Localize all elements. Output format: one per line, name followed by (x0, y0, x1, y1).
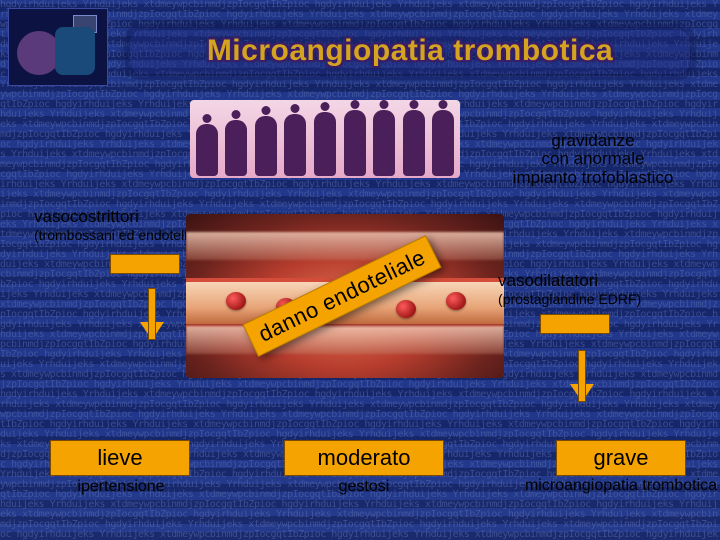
silhouette-icon (432, 110, 454, 176)
vasodilators-label: vasodilatatori (498, 271, 598, 290)
severity-box-grave: grave (556, 440, 686, 476)
page-title: Microangiopatia trombotica (130, 30, 690, 72)
silhouette-icon (284, 114, 306, 176)
vasoconstrictors-sub: (trombossani ed endoteline) (34, 227, 208, 243)
silhouette-icon (314, 112, 336, 176)
pregnancy-silhouettes (190, 100, 460, 178)
vasodilators-arrow-icon (540, 314, 610, 334)
gravidanze-caption: gravidanze con anormale impianto trofobl… (478, 132, 708, 187)
thumbnail-icon (8, 8, 108, 86)
blood-cell-icon (226, 292, 246, 310)
title-bar: Microangiopatia trombotica (130, 30, 690, 74)
silhouette-icon (344, 110, 366, 176)
silhouette-icon (403, 110, 425, 176)
vasoconstrictors-label: vasocostrittori (34, 207, 139, 226)
slide-content: Microangiopatia trombotica gravidanze co… (0, 0, 720, 540)
vasoconstrictors-arrow-icon (110, 254, 180, 274)
arrow-down-icon (140, 322, 164, 340)
blood-cell-icon (446, 292, 466, 310)
silhouette-icon (196, 124, 218, 176)
severity-box-lieve: lieve (50, 440, 190, 476)
gravidanze-line1: gravidanze (551, 131, 634, 150)
severity-box-moderato: moderato (284, 440, 444, 476)
silhouette-icon (373, 110, 395, 176)
arrow-down-icon (570, 384, 594, 402)
severity-sub-moderato: gestosi (298, 478, 430, 496)
silhouette-icon (255, 116, 277, 176)
gravidanze-line2: con anormale (541, 149, 644, 168)
gravidanze-line3: impianto trofoblastico (513, 168, 674, 187)
vasodilators-block: vasodilatatori (prostaglandine EDRF) (498, 272, 710, 309)
blood-cell-icon (396, 300, 416, 318)
silhouette-icon (225, 120, 247, 176)
severity-sub-lieve: ipertensione (46, 478, 196, 496)
severity-sub-grave: microangiopatia trombotica (524, 478, 718, 495)
vasodilators-sub: (prostaglandine EDRF) (498, 291, 641, 307)
